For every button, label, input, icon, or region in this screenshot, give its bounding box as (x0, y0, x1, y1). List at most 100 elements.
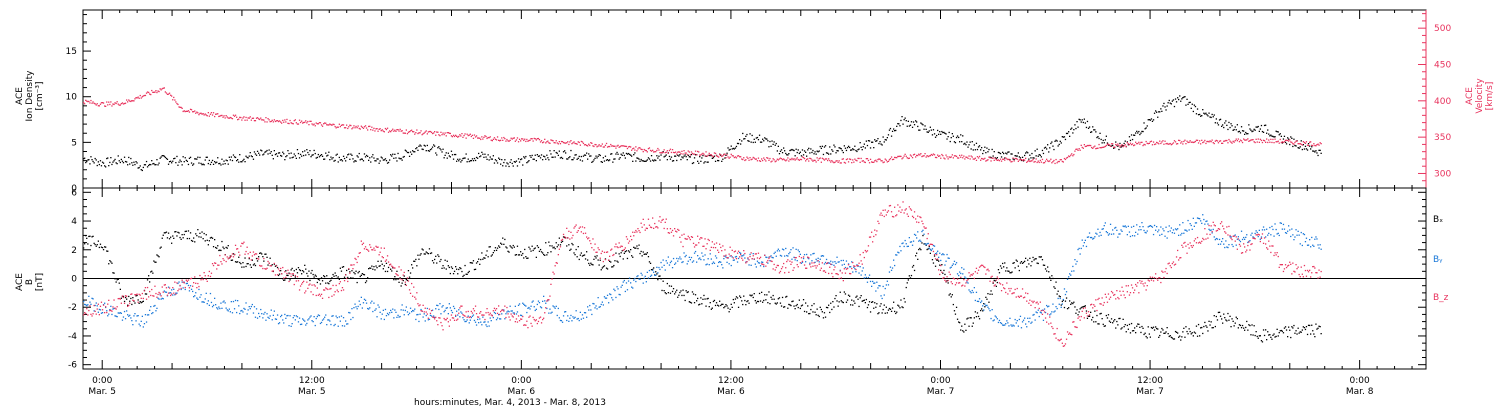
velocity-point (1307, 144, 1310, 147)
by-point (352, 316, 354, 319)
bx-point (1170, 336, 1172, 338)
density-point (413, 151, 415, 153)
bx-point (838, 301, 840, 303)
by-point (1079, 253, 1081, 255)
bx-point (986, 298, 988, 300)
density-point (271, 154, 273, 156)
by-point (482, 316, 484, 318)
bx-point (513, 246, 515, 248)
by-point (1105, 231, 1107, 233)
bx-point (590, 262, 592, 264)
by-point (972, 291, 974, 294)
by-point (217, 308, 219, 310)
bx-point (325, 282, 327, 284)
velocity-point (1046, 158, 1048, 160)
density-point (811, 151, 813, 154)
density-point (1240, 126, 1243, 128)
velocity-point (592, 145, 594, 147)
bx-point (768, 291, 770, 293)
density-point (568, 157, 570, 159)
density-point (101, 161, 104, 163)
velocity-point (567, 141, 569, 143)
bx-point (676, 289, 678, 291)
velocity-point (1240, 140, 1243, 142)
bx-point (182, 237, 184, 239)
bx-point (926, 248, 928, 251)
bx-point (691, 291, 694, 293)
by-point (583, 312, 586, 314)
velocity-point (336, 126, 338, 128)
by-point (856, 264, 858, 266)
by-point (676, 257, 678, 260)
velocity-point (699, 154, 701, 156)
density-point (614, 158, 616, 160)
velocity-point (370, 129, 372, 131)
bx-point (151, 270, 153, 272)
bx-point (1301, 329, 1303, 331)
bx-point (1189, 330, 1191, 333)
by-point (922, 229, 924, 231)
density-point (802, 154, 805, 156)
density-point (941, 130, 943, 133)
density-point (316, 156, 318, 159)
bx-point (632, 256, 634, 258)
velocity-point (514, 140, 516, 142)
bx-point (561, 240, 564, 242)
density-point (688, 156, 690, 158)
density-point (192, 164, 194, 166)
bx-point (229, 255, 231, 257)
bx-point (831, 308, 833, 311)
density-point (376, 158, 378, 160)
density-point (1239, 132, 1242, 134)
density-point (255, 154, 258, 156)
density-point (1042, 152, 1045, 155)
by-point (1082, 245, 1084, 247)
bx-point (564, 236, 566, 239)
by-point (510, 310, 512, 312)
density-point (1066, 132, 1069, 135)
density-point (433, 144, 435, 146)
velocity-point (83, 101, 85, 104)
by-point (383, 318, 385, 321)
bx-point (699, 303, 701, 305)
velocity-point (522, 138, 524, 140)
by-point (1073, 270, 1075, 272)
density-point (86, 160, 88, 163)
by-point (1019, 315, 1022, 317)
by-point (222, 301, 224, 303)
by-point (1020, 327, 1023, 329)
by-point (550, 312, 552, 314)
velocity-point (1077, 149, 1079, 151)
velocity-point (930, 153, 932, 156)
velocity-point (896, 157, 898, 159)
by-point (1137, 233, 1139, 235)
density-point (343, 157, 346, 160)
velocity-point (543, 141, 545, 143)
density-point (777, 145, 779, 147)
by-point (275, 318, 278, 320)
density-point (930, 129, 932, 131)
bx-point (610, 261, 612, 263)
density-point (834, 146, 836, 148)
density-point (439, 147, 441, 150)
bx-point (595, 257, 597, 259)
bx-point (282, 278, 284, 280)
bx-point (815, 314, 817, 316)
velocity-point (409, 130, 412, 132)
by-point (1093, 237, 1095, 239)
by-point (399, 315, 401, 318)
bx-point (715, 302, 718, 304)
by-point (988, 308, 990, 310)
by-point (1022, 319, 1025, 321)
bx-point (393, 279, 395, 281)
velocity-point (400, 130, 402, 132)
density-point (833, 144, 835, 146)
ylabel-right-line1: ACE (1465, 87, 1475, 105)
velocity-point (394, 129, 396, 131)
velocity-point (742, 158, 744, 161)
density-point (883, 141, 885, 143)
bx-point (1055, 281, 1057, 283)
bx-point (635, 247, 637, 249)
velocity-point (175, 101, 177, 103)
velocity-point (721, 155, 723, 158)
